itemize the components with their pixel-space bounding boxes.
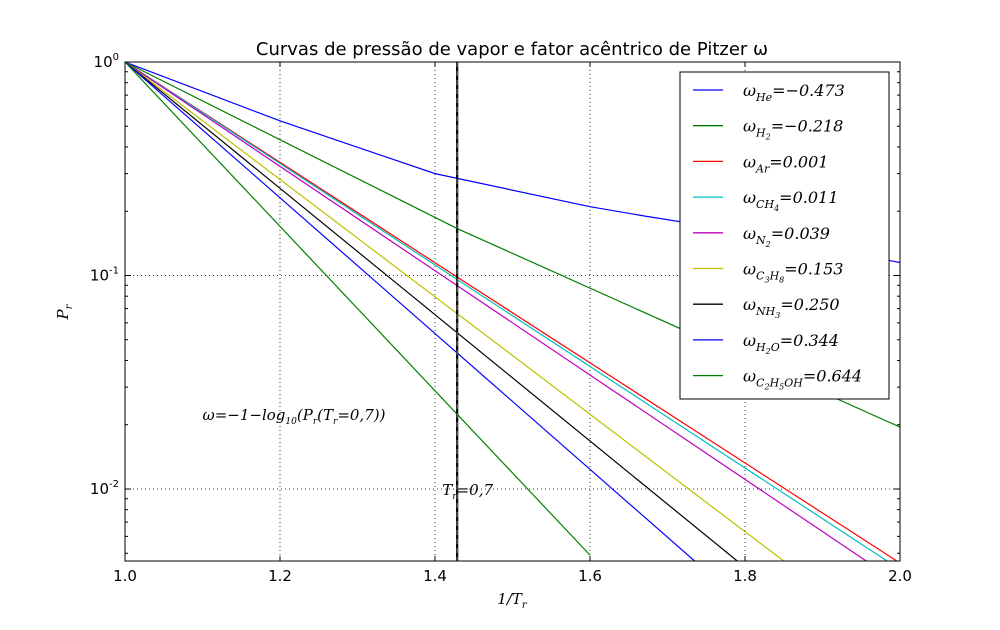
legend-label-4: ωCH4=0.011	[743, 188, 838, 213]
legend-label-1: ωHe=−0.473	[743, 81, 845, 104]
x-tick-label: 1.8	[733, 567, 757, 585]
y-tick-label: 100	[94, 52, 119, 71]
series-line-7	[125, 62, 738, 561]
y-tick-label: 10-1	[90, 265, 119, 284]
y-axis-label: Pr	[54, 303, 75, 320]
series-layer	[125, 62, 900, 561]
x-axis-label: 1/Tr	[497, 590, 528, 611]
series-line-5	[125, 62, 868, 561]
legend-label-8: ωH2O=0.344	[743, 331, 839, 356]
omega-definition-annotation: ω=−1−log10(Pr(Tr=0,7))	[203, 406, 386, 427]
y-tick-label: 10-2	[90, 479, 119, 498]
tick-layer: 1.0 1.2 1.4 1.6 1.8 2.0 100 10-1 10-2	[90, 52, 912, 585]
plot-frame	[124, 61, 901, 562]
x-tick-label: 1.0	[113, 567, 137, 585]
series-line-9	[125, 62, 591, 556]
tr-annotation: Tr=0,7	[442, 481, 493, 502]
legend-label-7: ωNH3=0.250	[743, 295, 840, 320]
legend-box	[679, 71, 890, 400]
legend-label-2: ωH2=−0.218	[743, 117, 843, 142]
legend-label-3: ωAr=0.001	[743, 152, 828, 175]
series-line-3	[125, 62, 898, 561]
x-tick-label: 1.4	[423, 567, 447, 585]
series-line-6	[125, 62, 785, 561]
x-tick-label: 1.2	[268, 567, 292, 585]
legend: ωHe=−0.473 ωH2=−0.218 ωAr=0.001 ωCH4=0.011 ω…	[679, 71, 890, 400]
annotation-layer: ω=−1−log10(Pr(Tr=0,7)) Tr=0,7	[203, 406, 494, 502]
series-line-8	[125, 62, 696, 561]
legend-label-6: ωC3H8=0.153	[743, 260, 843, 285]
chart-title: Curvas de pressão de vapor e fator acênt…	[256, 39, 768, 60]
series-line-4	[125, 62, 889, 561]
legend-label-5: ωN2=0.039	[743, 224, 830, 249]
x-tick-label: 2.0	[888, 567, 912, 585]
x-tick-label: 1.6	[578, 567, 602, 585]
legend-label-9: ωC2H5OH=0.644	[743, 367, 862, 392]
